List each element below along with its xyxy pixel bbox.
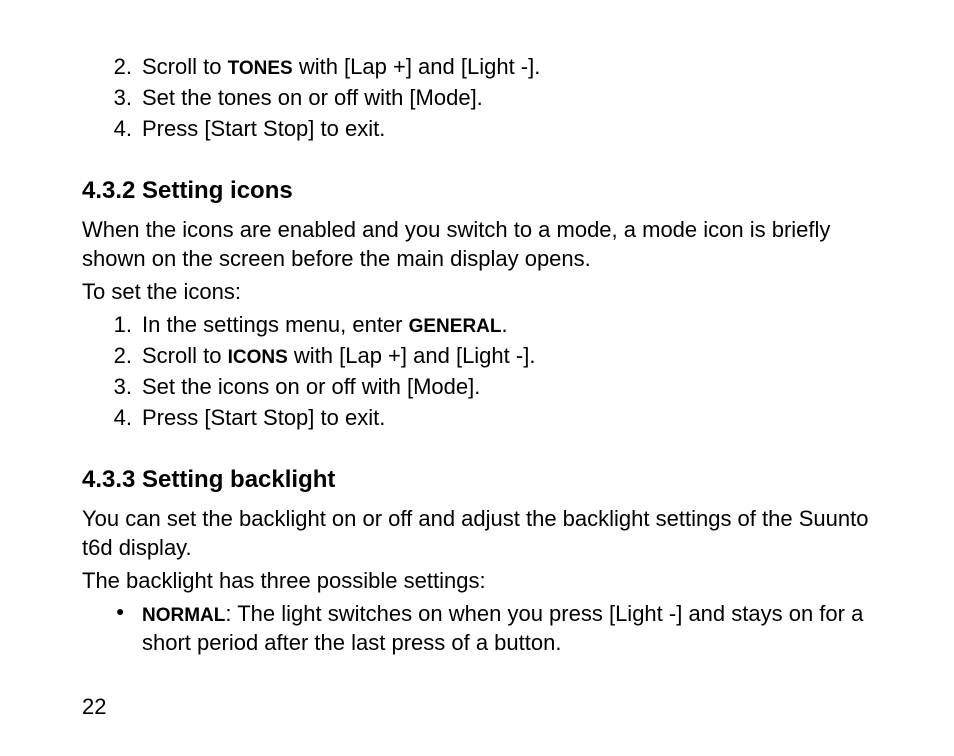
list-item: 4. Press [Start Stop] to exit. [142, 403, 872, 434]
step-number: 2. [102, 341, 132, 370]
section2-para2: The backlight has three possible setting… [82, 566, 872, 595]
step-text-pre: Scroll to [142, 343, 228, 368]
step-text-cap: TONES [228, 58, 293, 79]
step-text-pre: Set the icons on or off with [Mode]. [142, 374, 480, 399]
step-text-pre: Press [Start Stop] to exit. [142, 116, 385, 141]
bullet-text: : The light switches on when you press [… [142, 601, 863, 655]
bullet-cap: NORMAL [142, 605, 225, 626]
step-text-post: . [502, 312, 508, 337]
section1-para1: When the icons are enabled and you switc… [82, 215, 872, 273]
section1-para2: To set the icons: [82, 277, 872, 306]
section2-para1: You can set the backlight on or off and … [82, 504, 872, 562]
list-item: 2. Scroll to TONES with [Lap +] and [Lig… [142, 52, 872, 83]
step-number: 3. [102, 83, 132, 112]
list-item: 3. Set the icons on or off with [Mode]. [142, 372, 872, 403]
list-item: 1. In the settings menu, enter GENERAL. [142, 310, 872, 341]
list-item: NORMAL: The light switches on when you p… [142, 599, 872, 657]
page-number: 22 [82, 694, 106, 720]
step-text-pre: In the settings menu, enter [142, 312, 409, 337]
step-text-cap: ICONS [228, 347, 288, 368]
step-text-post: with [Lap +] and [Light -]. [293, 54, 541, 79]
list-item: 4. Press [Start Stop] to exit. [142, 114, 872, 145]
step-number: 4. [102, 403, 132, 432]
document-page: 2. Scroll to TONES with [Lap +] and [Lig… [0, 0, 954, 756]
step-number: 3. [102, 372, 132, 401]
list-item: 3. Set the tones on or off with [Mode]. [142, 83, 872, 114]
section2-bullets: NORMAL: The light switches on when you p… [82, 599, 872, 657]
step-number: 2. [102, 52, 132, 81]
step-text-pre: Scroll to [142, 54, 228, 79]
step-number: 1. [102, 310, 132, 339]
section1-steps-list: 1. In the settings menu, enter GENERAL. … [82, 310, 872, 434]
step-text-cap: GENERAL [409, 316, 502, 337]
list-item: 2. Scroll to ICONS with [Lap +] and [Lig… [142, 341, 872, 372]
section-heading-432: 4.3.2 Setting icons [82, 175, 872, 207]
page-content: 2. Scroll to TONES with [Lap +] and [Lig… [82, 52, 872, 657]
step-text-pre: Press [Start Stop] to exit. [142, 405, 385, 430]
step-text-post: with [Lap +] and [Light -]. [288, 343, 536, 368]
step-text-pre: Set the tones on or off with [Mode]. [142, 85, 483, 110]
top-steps-list: 2. Scroll to TONES with [Lap +] and [Lig… [82, 52, 872, 145]
section-heading-433: 4.3.3 Setting backlight [82, 464, 872, 496]
step-number: 4. [102, 114, 132, 143]
